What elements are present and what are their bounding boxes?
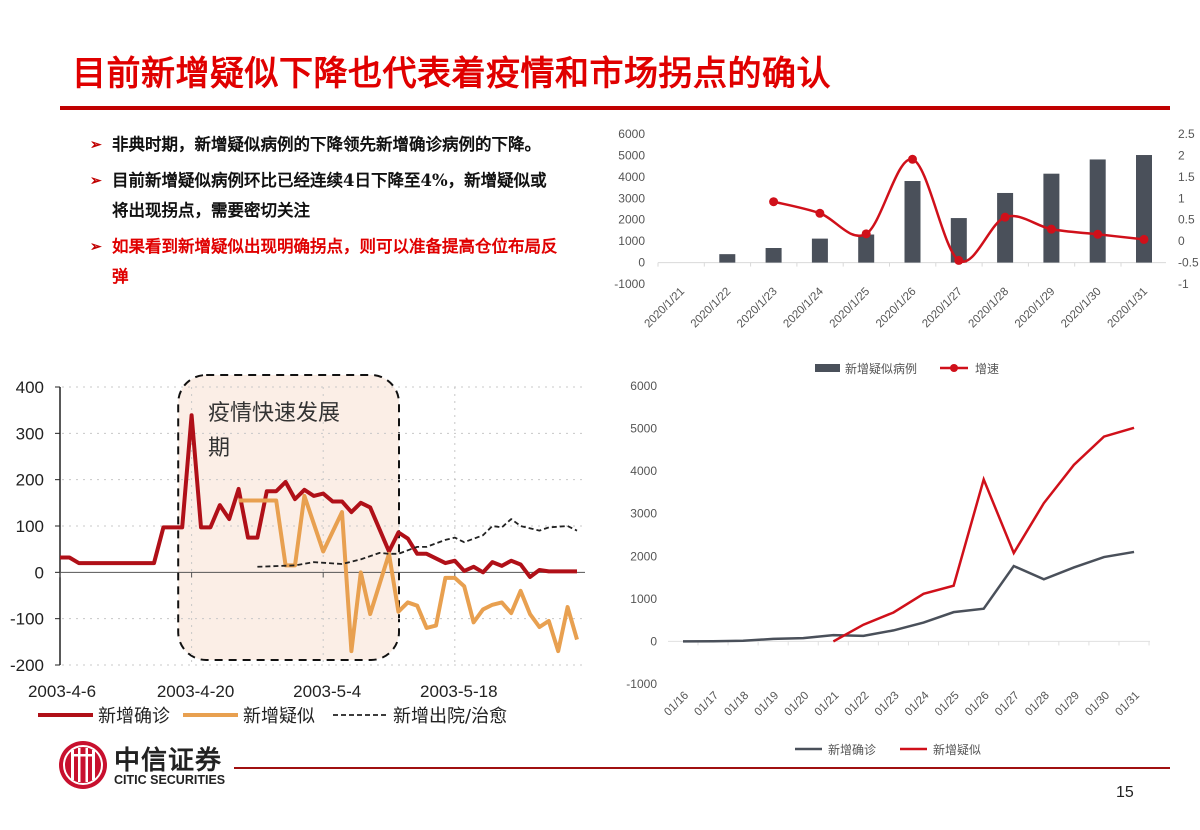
x-tick-label: 2003-5-18 (420, 682, 498, 701)
bullet-text: 如果看到新增疑似出现明确拐点，则可以准备提高仓位布局反弹 (112, 237, 558, 286)
y-tick-left: 4000 (618, 170, 645, 184)
growth-marker (1000, 212, 1010, 222)
y-tick: 100 (16, 517, 44, 536)
y-tick: 4000 (630, 464, 657, 478)
legend-marker (950, 364, 958, 372)
legend-label: 新增疑似 (933, 742, 981, 757)
annotation-text: 疫情快速发展 (208, 401, 340, 426)
y-tick: 5000 (630, 422, 657, 436)
highlight-box (177, 374, 400, 661)
bullet-item: ➢ 目前新增疑似病例环比已经连续4日下降至4%，新增疑似或将出现拐点，需要密切关注 (90, 166, 560, 226)
title-divider (60, 106, 1170, 110)
page-number: 15 (1116, 784, 1134, 801)
bar (1089, 159, 1106, 263)
y-tick-left: 0 (638, 256, 645, 270)
bar (950, 218, 967, 263)
growth-marker (1093, 229, 1103, 239)
suspected-line (238, 493, 579, 654)
legend-label: 增速 (975, 362, 999, 376)
y-tick-left: 2000 (618, 213, 645, 227)
y-tick-left: 5000 (618, 148, 645, 162)
y-tick-left: 3000 (618, 191, 645, 205)
y-tick-right: 2.5 (1178, 127, 1195, 141)
bullet-item-highlight: ➢ 如果看到新增疑似出现明确拐点，则可以准备提高仓位布局反弹 (90, 232, 560, 292)
arrow-bullet-icon: ➢ (90, 137, 102, 153)
y-tick: -100 (10, 610, 44, 629)
bar (904, 181, 921, 263)
growth-marker (908, 154, 917, 164)
growth-line (773, 158, 1145, 263)
legend-bar-swatch (815, 364, 840, 372)
growth-marker (769, 197, 779, 207)
y-tick: 0 (35, 563, 44, 582)
legend-label: 新增疑似 (243, 706, 315, 727)
confirmed-line (60, 413, 577, 579)
y-tick: 2000 (630, 549, 657, 563)
y-tick: 6000 (630, 379, 657, 393)
y-tick-left: -1000 (614, 277, 645, 291)
annotation-text: 期 (208, 436, 230, 461)
x-tick-label: 2003-4-20 (157, 682, 235, 701)
y-tick: 200 (16, 471, 44, 490)
bar (1043, 173, 1060, 263)
confirmed-line (682, 550, 1135, 643)
y-tick: 3000 (630, 507, 657, 521)
y-tick-right: 1 (1178, 191, 1185, 205)
citic-emblem-icon (59, 741, 107, 789)
y-tick: 400 (16, 378, 44, 397)
legend-label: 新增出院/治愈 (393, 706, 507, 727)
growth-marker (1046, 224, 1056, 234)
suspected-line (832, 426, 1135, 643)
y-tick-right: 1.5 (1178, 170, 1195, 184)
bullet-list: ➢ 非典时期，新增疑似病例的下降领先新增确诊病例的下降。 ➢ 目前新增疑似病例环比已… (90, 130, 560, 298)
citic-logo: 中信证券 CITIC SECURITIES (58, 738, 238, 792)
bar (765, 248, 782, 263)
footer-divider (234, 767, 1170, 769)
y-tick: 300 (16, 424, 44, 443)
x-tick-label: 2003-4-6 (28, 682, 96, 701)
y-tick-right: 0.5 (1178, 213, 1195, 227)
bullet-item: ➢ 非典时期，新增疑似病例的下降领先新增确诊病例的下降。 (90, 130, 560, 160)
y-tick: -200 (10, 656, 44, 675)
legend-label: 新增确诊 (98, 706, 170, 727)
growth-marker (1139, 234, 1149, 244)
bar (1136, 155, 1152, 263)
y-tick: -1000 (626, 677, 657, 691)
discharged-line (257, 518, 578, 568)
bar (858, 234, 875, 263)
arrow-bullet-icon: ➢ (90, 239, 102, 255)
y-tick: 0 (650, 634, 657, 648)
bullet-text: 非典时期，新增疑似病例的下降领先新增确诊病例的下降。 (112, 135, 541, 154)
page-title: 目前新增疑似下降也代表着疫情和市场拐点的确认 (72, 54, 831, 94)
y-tick-right: -1 (1178, 277, 1189, 291)
y-tick-left: 1000 (618, 234, 645, 248)
logo-text-cn: 中信证券 (114, 746, 223, 776)
arrow-bullet-icon: ➢ (90, 173, 102, 189)
y-tick-right: 2 (1178, 148, 1185, 162)
y-tick-left: 6000 (618, 127, 645, 141)
y-tick-right: 0 (1178, 234, 1185, 248)
growth-marker (815, 208, 825, 218)
logo-text-en: CITIC SECURITIES (114, 773, 226, 787)
y-tick: 1000 (630, 592, 657, 606)
x-tick-label: 2003-5-4 (293, 682, 361, 701)
legend-label: 新增确诊 (828, 742, 876, 757)
bar (719, 254, 736, 263)
bar (811, 238, 828, 263)
growth-marker (861, 229, 871, 239)
growth-marker (954, 255, 964, 265)
bar (997, 192, 1014, 263)
legend-label: 新增疑似病例 (845, 361, 917, 376)
bullet-text: 目前新增疑似病例环比已经连续4日下降至4%，新增疑似或将出现拐点，需要密切关注 (112, 171, 547, 220)
y-tick-right: -0.5 (1178, 256, 1199, 270)
